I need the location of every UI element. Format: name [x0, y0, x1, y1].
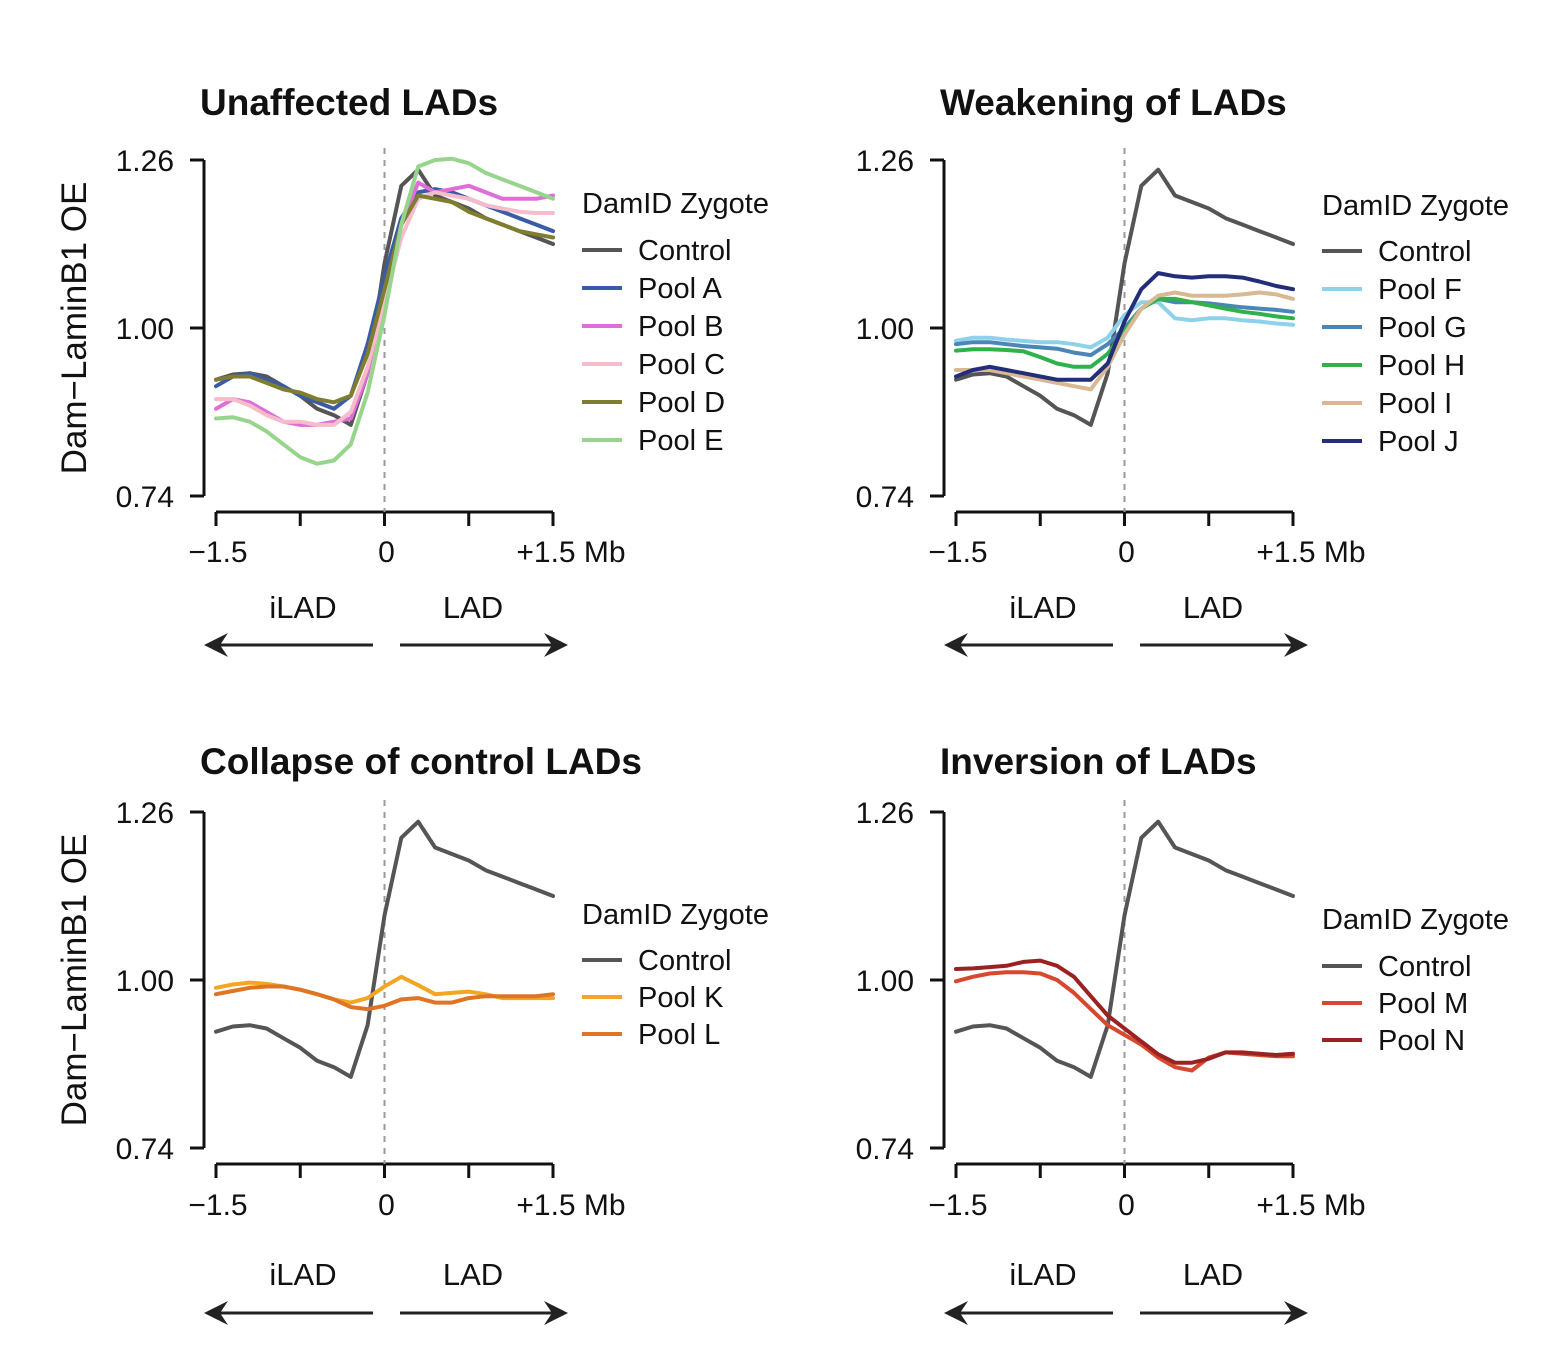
lad-region-label: LAD [1183, 1257, 1243, 1292]
y-tick-label: 1.00 [116, 313, 174, 346]
y-tick-label: 0.74 [856, 481, 914, 514]
series-line-pool-i [954, 290, 1295, 392]
legend-label-pool-b: Pool B [638, 311, 723, 343]
legend-label-control: Control [1378, 951, 1472, 983]
legend-label-pool-d: Pool D [638, 387, 725, 419]
series-line-pool-f [954, 300, 1295, 350]
ilad-arrowhead [204, 633, 228, 657]
x-tick-label: 0 [1118, 1189, 1135, 1222]
legend-label-pool-e: Pool E [638, 425, 723, 457]
legend-label-control: Control [1378, 236, 1472, 268]
legend-label-pool-f: Pool F [1378, 274, 1462, 306]
panel-1: Unaffected LADs Dam−LaminB1 OE 1.26 1.00 0.7… [55, 82, 769, 657]
legend-label-pool-h: Pool H [1378, 350, 1465, 382]
lad-arrowhead [544, 633, 568, 657]
y-tick-label: 1.00 [856, 313, 914, 346]
legend-label-pool-i: Pool I [1378, 388, 1452, 420]
y-tick-label: 1.00 [856, 965, 914, 998]
panel-title: Inversion of LADs [940, 741, 1257, 782]
series-line-pool-d [214, 193, 555, 405]
legend-label-pool-g: Pool G [1378, 312, 1467, 344]
series-line-pool-e [214, 156, 555, 466]
panel-2: Weakening of LADs 1.26 1.00 0.74 −1.5 0 +1.5 M… [856, 82, 1509, 657]
x-tick-label: −1.5 [928, 536, 987, 569]
ilad-region-label: iLAD [1009, 590, 1076, 625]
lad-region-label: LAD [1183, 590, 1243, 625]
ilad-arrowhead [204, 1301, 228, 1325]
ilad-region-label: iLAD [269, 590, 336, 625]
legend-label-pool-a: Pool A [638, 273, 722, 305]
y-tick-label: 1.00 [116, 965, 174, 998]
x-tick-label: +1.5 Mb [516, 536, 625, 569]
x-tick-label: +1.5 Mb [1256, 536, 1365, 569]
panel-title: Collapse of control LADs [200, 741, 642, 782]
x-tick-label: 0 [378, 1189, 395, 1222]
y-tick-label: 0.74 [116, 1133, 174, 1166]
series-line-control [954, 819, 1295, 1079]
lad-arrowhead [1284, 1301, 1308, 1325]
y-tick-label: 0.74 [116, 481, 174, 514]
x-tick-label: 0 [378, 536, 395, 569]
lad-arrowhead [544, 1301, 568, 1325]
lad-arrowhead [1284, 633, 1308, 657]
legend-label-pool-n: Pool N [1378, 1025, 1465, 1057]
panel-title: Unaffected LADs [200, 82, 498, 123]
legend-label-pool-k: Pool K [638, 982, 724, 1014]
legend-label-control: Control [638, 945, 732, 977]
legend-title: DamID Zygote [1322, 190, 1509, 222]
y-tick-label: 1.26 [116, 797, 174, 830]
legend-title: DamID Zygote [1322, 904, 1509, 936]
legend-label-pool-c: Pool C [638, 349, 725, 381]
series-line-pool-a [214, 187, 555, 411]
series-line-control [954, 167, 1295, 427]
series-line-pool-j [954, 271, 1295, 382]
y-axis-label: Dam−LaminB1 OE [55, 182, 94, 475]
y-tick-label: 1.26 [856, 797, 914, 830]
legend-title: DamID Zygote [582, 188, 769, 220]
ilad-arrowhead [944, 1301, 968, 1325]
lad-region-label: LAD [443, 1257, 503, 1292]
ilad-region-label: iLAD [1009, 1257, 1076, 1292]
panel-4: Inversion of LADs 1.26 1.00 0.74 −1.5 0 +1.5 M… [856, 741, 1509, 1325]
legend-label-pool-m: Pool M [1378, 988, 1468, 1020]
panel-title: Weakening of LADs [940, 82, 1287, 123]
legend-label-pool-l: Pool L [638, 1019, 720, 1051]
x-tick-label: −1.5 [928, 1189, 987, 1222]
x-tick-label: +1.5 Mb [1256, 1189, 1365, 1222]
y-tick-label: 0.74 [856, 1133, 914, 1166]
legend-label-pool-j: Pool J [1378, 426, 1459, 458]
ilad-arrowhead [944, 633, 968, 657]
legend-label-control: Control [638, 235, 732, 267]
ilad-region-label: iLAD [269, 1257, 336, 1292]
x-tick-label: +1.5 Mb [516, 1189, 625, 1222]
legend-title: DamID Zygote [582, 899, 769, 931]
series-line-pool-c [214, 190, 555, 427]
x-tick-label: −1.5 [188, 1189, 247, 1222]
series-line-pool-l [214, 984, 555, 1012]
y-tick-label: 1.26 [116, 145, 174, 178]
y-tick-label: 1.26 [856, 145, 914, 178]
panel-3: Collapse of control LADs Dam−LaminB1 OE 1.… [55, 741, 769, 1325]
lad-region-label: LAD [443, 590, 503, 625]
y-axis-label: Dam−LaminB1 OE [55, 834, 94, 1127]
series-line-control [214, 819, 555, 1079]
series-line-pool-n [954, 958, 1295, 1065]
x-tick-label: −1.5 [188, 536, 247, 569]
x-tick-label: 0 [1118, 536, 1135, 569]
